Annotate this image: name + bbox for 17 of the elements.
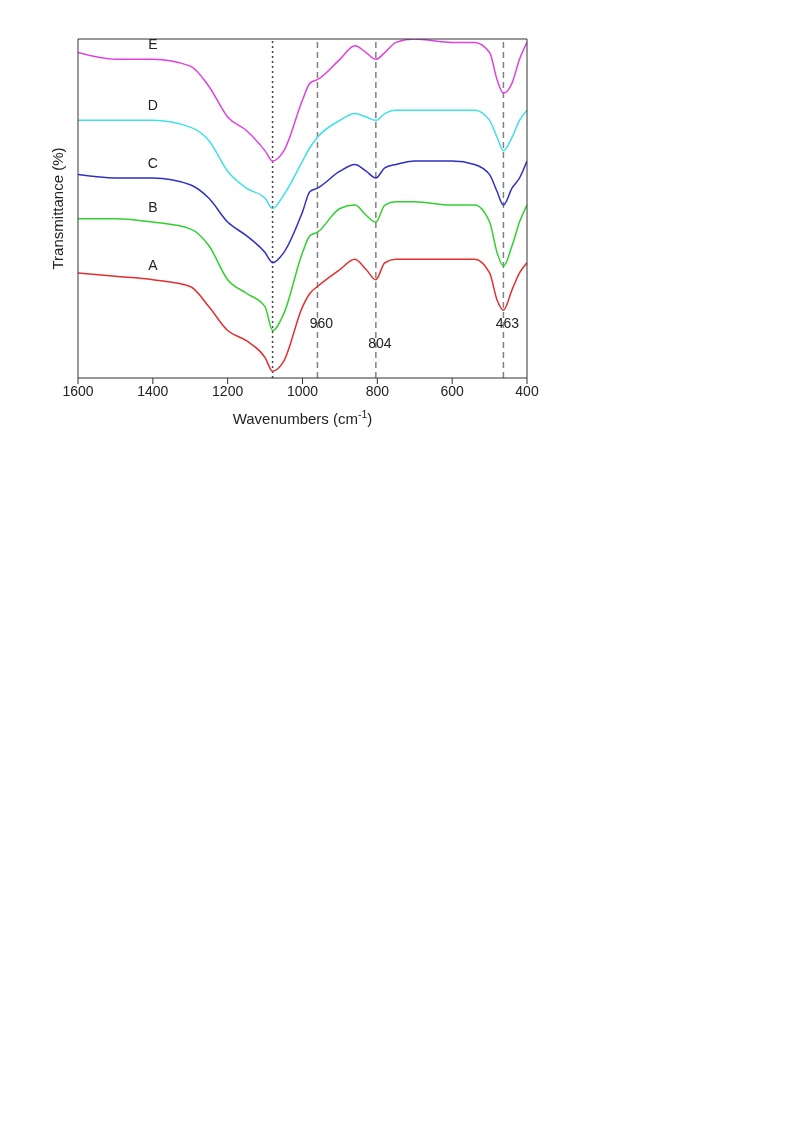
ref-line-label: 463: [495, 315, 520, 331]
ref-line-label: 960: [309, 315, 334, 331]
x-tick-label: 800: [365, 382, 390, 399]
series-label: D: [147, 97, 158, 114]
x-tick-label: 400: [515, 382, 539, 399]
x-tick-label: 1000: [286, 382, 319, 399]
series-label: E: [148, 36, 158, 53]
x-tick-label: 1200: [212, 382, 244, 399]
x-tick-label: 1400: [137, 382, 169, 399]
y-axis-title: Transmittance (%): [49, 147, 67, 270]
series-label: C: [147, 154, 158, 171]
x-tick-label: 600: [440, 382, 465, 399]
x-tick-label: 1600: [62, 382, 94, 399]
x-axis-title: Wavenumbers (cm$^{-1}$): [232, 408, 373, 427]
ref-line-label: 804: [368, 335, 392, 351]
series-label: A: [148, 256, 159, 273]
series-label: B: [148, 199, 158, 216]
